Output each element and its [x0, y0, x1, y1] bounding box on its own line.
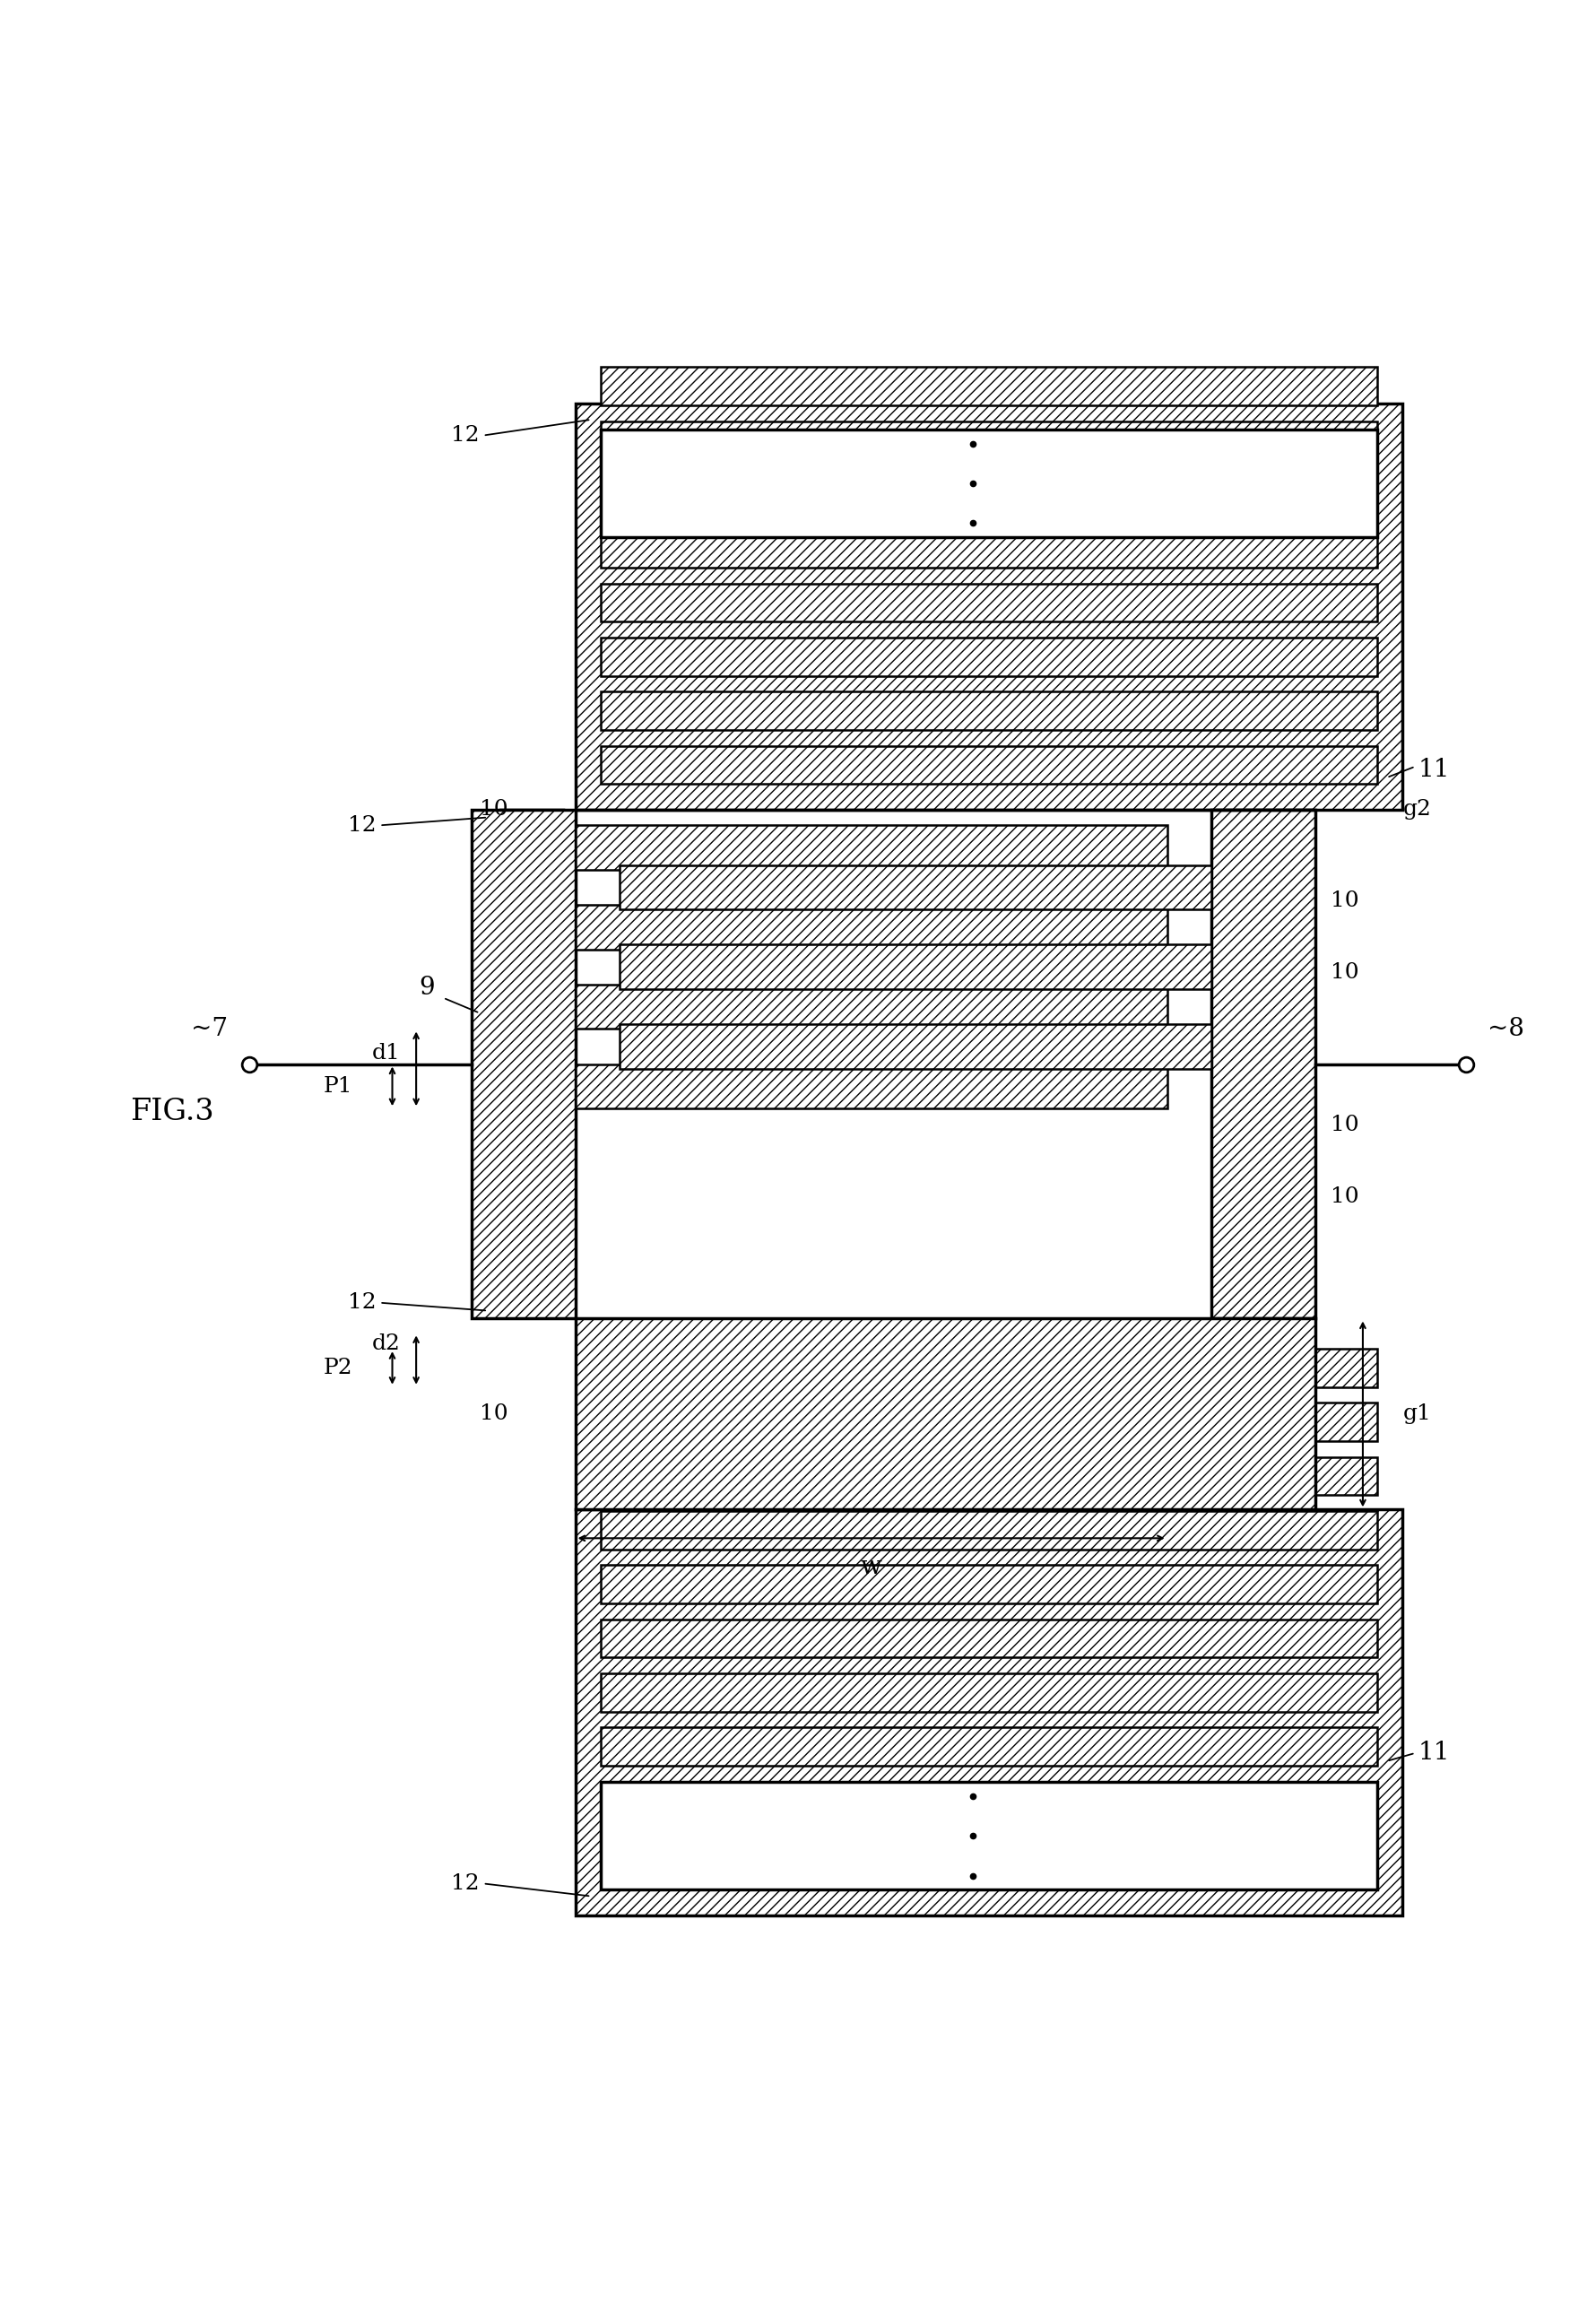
Bar [575, 404, 1403, 809]
Bar [600, 638, 1377, 675]
Bar [619, 865, 1211, 909]
Text: ~8: ~8 [1487, 1018, 1524, 1041]
Bar [600, 747, 1377, 784]
Bar [600, 691, 1377, 730]
Text: 10: 10 [480, 1403, 508, 1424]
Bar [600, 1728, 1377, 1765]
Bar [600, 1781, 1377, 1890]
Bar [575, 1320, 1315, 1510]
Text: FIG.3: FIG.3 [129, 1097, 214, 1127]
Bar [600, 1674, 1377, 1711]
Text: g1: g1 [1403, 1403, 1432, 1424]
Bar [600, 1619, 1377, 1658]
Text: g2: g2 [1403, 800, 1432, 819]
Text: 9: 9 [420, 976, 436, 999]
Bar [575, 826, 1167, 870]
Text: ~7: ~7 [192, 1018, 228, 1041]
Bar [575, 904, 1167, 948]
Text: 10: 10 [480, 800, 508, 819]
Text: P1: P1 [324, 1076, 353, 1097]
Text: 11: 11 [1419, 1742, 1451, 1765]
Text: 12: 12 [348, 1292, 377, 1313]
Bar [600, 1456, 1377, 1496]
Bar [575, 986, 1167, 1030]
Bar [600, 1512, 1377, 1549]
Text: 10: 10 [1331, 962, 1360, 983]
Bar [575, 1510, 1403, 1915]
Text: 10: 10 [1331, 890, 1360, 911]
Bar [600, 475, 1377, 512]
Text: d2: d2 [372, 1333, 401, 1354]
Text: 12: 12 [452, 424, 480, 445]
Bar [619, 944, 1211, 990]
Bar [1211, 809, 1315, 1320]
Bar [600, 1350, 1377, 1387]
Text: d1: d1 [372, 1044, 401, 1062]
Bar [600, 422, 1377, 459]
Bar [600, 1565, 1377, 1602]
Bar [600, 366, 1377, 406]
Text: 12: 12 [452, 1874, 480, 1895]
Bar [575, 1064, 1167, 1108]
Bar [472, 809, 575, 1320]
Bar [600, 429, 1377, 538]
Bar [600, 529, 1377, 568]
Text: 11: 11 [1419, 758, 1451, 782]
Bar [600, 584, 1377, 621]
Text: 12: 12 [348, 814, 377, 835]
Text: P2: P2 [324, 1357, 353, 1377]
Bar [619, 1025, 1211, 1069]
Text: w: w [860, 1554, 883, 1579]
Text: 10: 10 [1331, 1115, 1360, 1136]
Text: 10: 10 [1331, 1185, 1360, 1206]
Bar [600, 1403, 1377, 1440]
